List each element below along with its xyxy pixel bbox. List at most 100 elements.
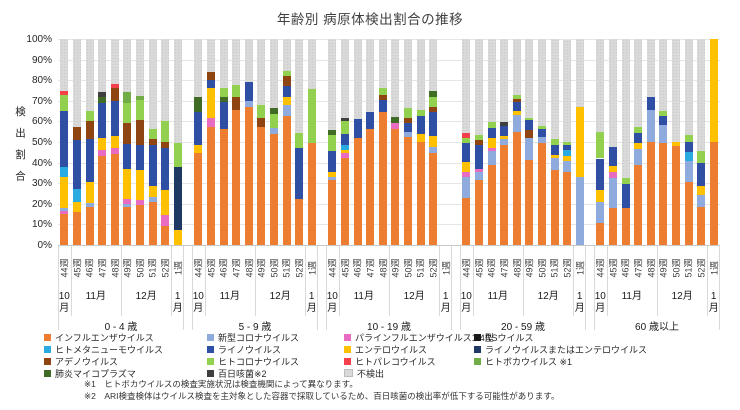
week-label: 46週	[84, 258, 95, 278]
segment-flu	[282, 116, 291, 245]
month-label: 10 月	[192, 290, 205, 316]
legend-swatch-para	[344, 333, 351, 341]
segment-flu	[72, 212, 81, 245]
week-label: 48週	[378, 258, 389, 278]
segment-nd	[282, 39, 291, 71]
bar-44週	[60, 39, 69, 245]
segment-entero	[161, 190, 170, 216]
segment-entero	[72, 201, 81, 213]
segment-rhino	[328, 151, 337, 172]
segment-nd	[98, 39, 107, 92]
legend-swatch-cov	[207, 333, 214, 341]
y-tick-label: 60%	[31, 116, 52, 128]
age-group-label: 0 - 4 歳	[104, 322, 138, 333]
week-label: 51週	[281, 258, 292, 278]
month-label: 10 月	[326, 290, 339, 316]
segment-flu	[634, 164, 643, 245]
segment-entero	[671, 142, 680, 147]
segment-entero	[487, 137, 496, 149]
segment-hcov	[340, 121, 349, 134]
segment-flu	[353, 137, 362, 245]
week-label: 52週	[160, 258, 171, 278]
segment-cov	[474, 171, 483, 181]
axis-separator	[326, 246, 327, 316]
segment-para	[487, 148, 496, 152]
segment-parecho	[462, 132, 471, 138]
segment-flu	[85, 206, 94, 245]
segment-entero	[98, 137, 107, 151]
week-label: 52週	[294, 258, 305, 278]
segment-nd	[378, 39, 387, 89]
segment-hcov	[462, 137, 471, 144]
segment-pert	[98, 91, 107, 97]
axis-separator	[657, 246, 658, 316]
segment-entero	[563, 156, 572, 161]
axis-separator	[389, 246, 390, 316]
gridline	[58, 100, 720, 102]
segment-adeno	[85, 121, 94, 139]
segment-rhino	[487, 127, 496, 138]
segment-flu	[257, 126, 266, 245]
segment-cov	[563, 160, 572, 172]
axis-group-4: 44週 45週 46週 47週 48週 49週 50週 51週 52週 1週 10 月 11月 12月 1 月…	[594, 246, 720, 333]
segment-nd	[269, 39, 278, 109]
week-label: 51週	[549, 258, 560, 278]
segment-hcov	[621, 178, 630, 185]
week-label: 52週	[696, 258, 707, 278]
legend-label: ヒトボカウイルス ※1	[485, 356, 573, 367]
bar-50週	[403, 39, 412, 245]
segment-nd	[563, 40, 572, 142]
week-label: 49週	[256, 258, 267, 278]
segment-nd	[307, 39, 316, 90]
segment-myco	[194, 96, 203, 113]
segment-rhino	[219, 101, 228, 129]
segment-rhino_entero	[173, 166, 182, 230]
gridline	[58, 59, 720, 61]
segment-cov	[684, 160, 693, 183]
segment-adeno	[110, 88, 119, 101]
segment-rhino	[295, 148, 304, 199]
legend-swatch-flu	[44, 333, 51, 341]
week-label: 49週	[524, 258, 535, 278]
segment-nd	[148, 39, 157, 129]
month-label: 12月	[523, 290, 573, 316]
month-label: 12月	[121, 290, 171, 316]
week-slot: 52週	[695, 246, 708, 290]
week-label: 52週	[562, 258, 573, 278]
bar-48週	[646, 39, 655, 245]
legend-item-adeno: アデノウイルス	[44, 355, 163, 367]
segment-flu	[232, 110, 241, 245]
segment-flu	[98, 156, 107, 245]
segment-flu	[123, 206, 132, 245]
segment-rhino	[135, 145, 144, 170]
segment-rhino	[378, 99, 387, 113]
week-slot: 45週	[607, 246, 620, 290]
gridline	[58, 183, 720, 185]
segment-rhino	[429, 112, 438, 136]
segment-nd	[487, 39, 496, 123]
segment-flu	[110, 154, 119, 245]
axis-separator	[183, 316, 184, 330]
month-label: 10 月	[594, 290, 607, 316]
week-label: 49週	[390, 258, 401, 278]
segment-nd	[512, 39, 521, 95]
gridline	[58, 121, 720, 123]
month-label-line: 11月	[353, 291, 374, 302]
segment-hcov	[123, 102, 132, 124]
week-slot: 52週	[293, 246, 306, 290]
legend-item-hmpv: ヒトメタニューモウイルス	[44, 343, 163, 355]
segment-nd	[697, 39, 706, 152]
segment-rhino	[500, 125, 509, 136]
month-label: 11月	[473, 290, 523, 316]
bar-1週	[709, 39, 718, 245]
month-label-line: 1月	[440, 291, 451, 314]
month-label-line: 月	[708, 303, 719, 314]
segment-para	[110, 148, 119, 155]
month-label: 12月	[657, 290, 707, 316]
segment-hcov	[487, 122, 496, 128]
week-slot: 48週	[376, 246, 389, 290]
segment-entero	[110, 135, 119, 149]
bar-52週	[563, 39, 572, 245]
week-slot: 46週	[351, 246, 364, 290]
segment-rhino	[634, 132, 643, 144]
